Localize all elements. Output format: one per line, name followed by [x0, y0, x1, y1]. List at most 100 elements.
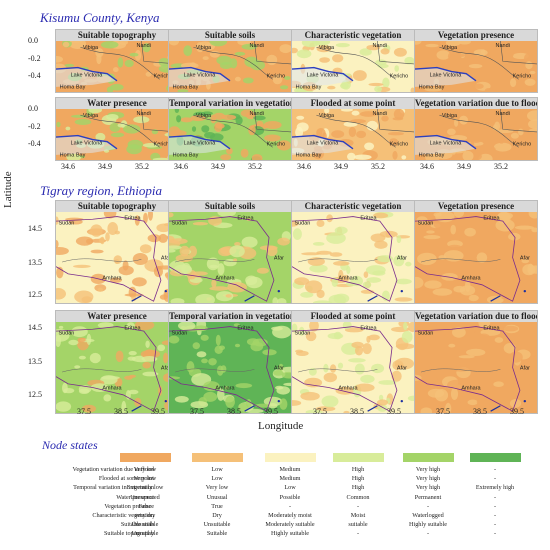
map-label: Amhara	[215, 275, 235, 281]
kisumu-map-panel: Water presence Vibiga Nandi Lake Victori…	[55, 97, 179, 161]
legend-cell: Unusual	[206, 493, 228, 501]
panel-title: Temporal variation in vegetation	[169, 311, 292, 322]
map-label: Vibiga	[319, 113, 335, 119]
map-label: Kericho	[154, 74, 173, 80]
map-label: Kericho	[513, 74, 532, 80]
axis-tick-label: 34.6	[420, 162, 434, 171]
map-label: Eritrea	[360, 215, 377, 221]
kisumu-map: Vibiga Nandi Lake Victoria Kericho Homa …	[292, 41, 414, 92]
tigray-map: Sudan Eritrea Afar Amhara	[56, 322, 178, 413]
map-label: Nandi	[137, 43, 151, 49]
legend-cell: Very high	[415, 475, 441, 483]
axis-tick-label: 0.0	[28, 36, 38, 45]
panel-title: Temporal variation in vegetation	[169, 98, 292, 109]
legend-cell: Very high	[415, 484, 441, 492]
legend-cell: Very low	[205, 484, 229, 492]
legend-cell: Low	[211, 475, 223, 483]
map-label: Vibiga	[319, 45, 335, 51]
tigray-title: Tigray region, Ethiopia	[40, 183, 162, 198]
map-label: Lake Victoria	[184, 141, 217, 147]
map-label: Afar	[161, 255, 171, 261]
map-label: Amhara	[338, 275, 358, 281]
map-label: Afar	[274, 255, 284, 261]
map-label: Kericho	[154, 142, 173, 148]
map-label: Eritrea	[237, 215, 254, 221]
legend-cell: Moist	[350, 512, 366, 519]
map-label: Nandi	[496, 43, 510, 49]
axis-tick-label: 13.5	[28, 258, 42, 267]
legend-cell: suitable	[348, 521, 368, 529]
axis-tick-label: 34.6	[174, 162, 188, 171]
legend-cell: -	[493, 493, 497, 501]
map-label: Afar	[520, 255, 530, 261]
legend-row-label: Characteristic vegetation	[92, 512, 154, 519]
panel-title: Vegetation variation due to flood	[415, 98, 538, 109]
map-label: Sudan	[294, 331, 310, 337]
map-label: Nandi	[496, 111, 510, 117]
axis-tick-label: 34.9	[457, 162, 471, 171]
axis-tick-label: 0.0	[28, 104, 38, 113]
map-label: Nandi	[373, 43, 387, 49]
legend-cell: Medium	[279, 475, 301, 483]
axis-tick-label: 34.9	[98, 162, 112, 171]
map-label: Lake Victoria	[430, 73, 463, 79]
map-label: Lake Victoria	[71, 141, 104, 147]
axis-tick-label: 12.5	[28, 390, 42, 399]
tigray-map: Sudan Eritrea Afar Amhara	[292, 212, 414, 303]
legend-cell: Highly suitable	[271, 530, 309, 538]
kisumu-map: Vibiga Nandi Lake Victoria Kericho Homa …	[56, 109, 178, 160]
panel-title: Vegetation presence	[415, 30, 537, 41]
axis-tick-label: 34.9	[211, 162, 225, 171]
axis-tick-label: 37.5	[77, 407, 91, 416]
legend-cell: -	[493, 466, 497, 473]
map-label: Amhara	[102, 275, 122, 281]
map-label: Vibiga	[196, 45, 212, 51]
panel-title: Characteristic vegetation	[292, 30, 414, 41]
kisumu-map-panel: Vegetation variation due to flood Vibiga…	[414, 97, 538, 161]
axis-tick-label: 39.5	[510, 407, 524, 416]
tigray-map: Sudan Eritrea Afar Amhara	[415, 212, 537, 303]
legend-cell: -	[356, 502, 360, 510]
map-label: Homa Bay	[296, 84, 322, 90]
kisumu-map: Vibiga Nandi Lake Victoria Kericho Homa …	[415, 109, 537, 160]
legend-swatch	[120, 453, 171, 462]
legend-cell: -	[288, 502, 292, 510]
axis-tick-label: 38.5	[227, 407, 241, 416]
map-label: Kericho	[390, 74, 409, 80]
axis-tick-label: 37.5	[436, 407, 450, 416]
map-label: Sudan	[58, 221, 74, 227]
panel-title: Flooded at some point	[292, 98, 414, 109]
axis-tick-label: 34.6	[297, 162, 311, 171]
legend-cell: Extremely high	[475, 484, 515, 492]
map-label: Vibiga	[196, 113, 212, 119]
map-label: Kericho	[267, 142, 286, 148]
map-label: Amhara	[215, 385, 235, 391]
map-label: Vibiga	[83, 45, 99, 51]
map-label: Amhara	[461, 275, 481, 281]
map-label: Nandi	[373, 111, 387, 117]
legend-row-label: Flooded at some point	[98, 475, 154, 483]
map-label: Eritrea	[124, 325, 141, 331]
legend-cell: Low	[211, 466, 223, 473]
panel-title: Water presence	[56, 311, 178, 322]
map-label: Kericho	[390, 142, 409, 148]
tigray-map-panel: Vegetation variation due to flood Sudan …	[414, 310, 538, 414]
tigray-map-panel: Suitable soils Sudan Eritrea Afar Amhara	[168, 200, 292, 304]
panel-title: Vegetation presence	[415, 201, 537, 212]
map-label: Kericho	[267, 74, 286, 80]
map-label: Sudan	[171, 331, 187, 337]
map-label: Amhara	[102, 385, 122, 391]
map-label: Lake Victoria	[307, 141, 340, 147]
kisumu-map: Vibiga Nandi Lake Victoria Kericho Homa …	[169, 41, 291, 92]
legend-cell: Unexpected	[130, 493, 160, 501]
map-label: Nandi	[137, 111, 151, 117]
tigray-map: Sudan Eritrea Afar Amhara	[56, 212, 178, 303]
map-label: Lake Victoria	[184, 73, 217, 79]
axis-tick-label: 34.6	[61, 162, 75, 171]
legend-row-label: Vegetation variation due to flood	[72, 466, 154, 473]
tigray-map-panel: Water presence Sudan Eritrea Afar Amhara	[55, 310, 179, 414]
kisumu-map: Vibiga Nandi Lake Victoria Kericho Homa …	[56, 41, 178, 92]
panel-title: Vegetation variation due to flood	[415, 311, 538, 322]
axis-tick-label: -0.2	[28, 122, 41, 131]
axis-tick-label: 35.2	[135, 162, 149, 171]
